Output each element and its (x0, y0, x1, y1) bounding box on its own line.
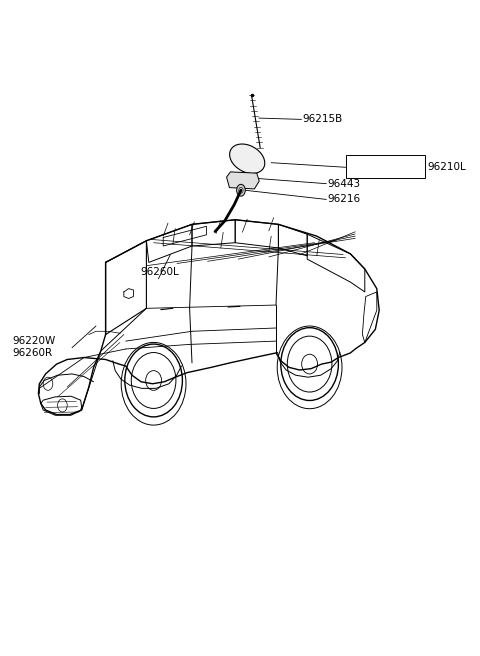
Text: 96216: 96216 (327, 194, 360, 205)
Text: 96443: 96443 (327, 178, 360, 189)
Text: 96220W: 96220W (12, 336, 55, 346)
Text: 96260R: 96260R (12, 348, 52, 358)
Circle shape (237, 184, 245, 196)
Text: 96260L: 96260L (141, 267, 180, 277)
Polygon shape (227, 172, 259, 189)
FancyBboxPatch shape (346, 155, 425, 178)
Text: 96210L: 96210L (427, 162, 466, 173)
Text: 96215B: 96215B (302, 114, 343, 125)
Ellipse shape (229, 144, 265, 173)
